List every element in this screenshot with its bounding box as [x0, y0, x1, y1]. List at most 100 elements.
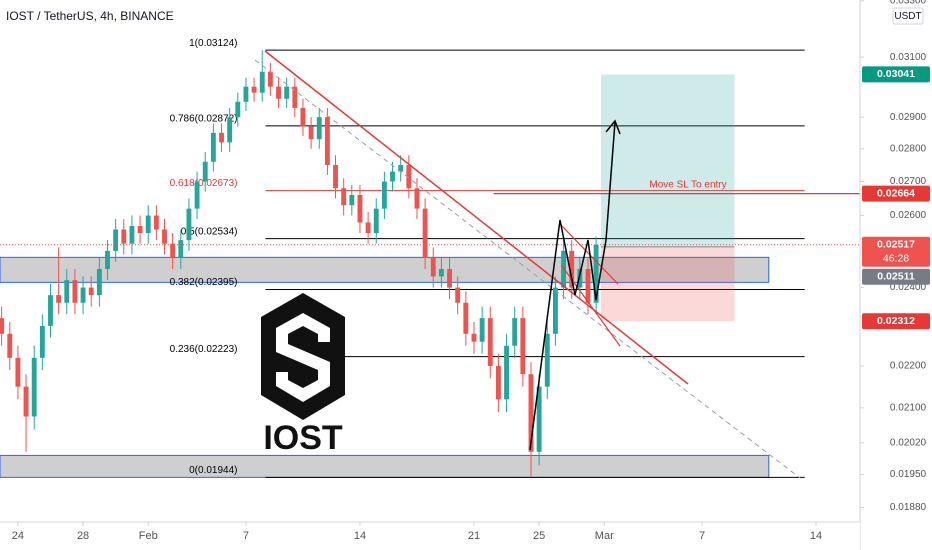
- candle-body: [129, 225, 135, 244]
- candle-body: [593, 244, 599, 303]
- currency: USDT: [894, 11, 921, 22]
- candle-body: [479, 318, 485, 342]
- candle-body: [88, 287, 94, 296]
- candle-body: [333, 165, 338, 189]
- candle-body: [96, 269, 102, 296]
- candle-body: [227, 117, 233, 143]
- support-zone: [0, 454, 770, 478]
- fib-label: 0.5(0.02534): [181, 226, 238, 237]
- candle-body: [137, 225, 143, 234]
- candle-body: [48, 295, 53, 326]
- candle-body: [422, 208, 428, 259]
- arrow-head: [605, 119, 621, 135]
- x-tick-label: Mar: [595, 530, 614, 542]
- candle-body: [512, 318, 518, 346]
- candle-body: [463, 302, 469, 334]
- candle-body: [64, 280, 70, 303]
- candle-body: [316, 117, 322, 140]
- x-tick-label: 14: [810, 530, 822, 542]
- candle-body: [186, 208, 192, 241]
- y-tick-label: 0.02400: [890, 282, 927, 293]
- candle-body: [15, 357, 21, 387]
- stop-zone: [601, 246, 735, 322]
- candle-body: [243, 86, 249, 102]
- candle-body: [349, 194, 355, 206]
- sl-annotation: Move SL To entry: [649, 179, 726, 190]
- candle-body: [520, 318, 526, 375]
- y-tick-label: 0.03300: [890, 0, 927, 6]
- candle-body: [414, 188, 420, 209]
- candle-body: [0, 318, 5, 334]
- x-tick-label: Feb: [139, 530, 158, 542]
- y-tick-label: 0.02900: [890, 112, 927, 123]
- y-tick-label: 0.02020: [890, 437, 927, 448]
- candle-body: [210, 132, 216, 162]
- candle-body: [235, 101, 241, 118]
- candle-body: [7, 333, 13, 358]
- candle-body: [23, 386, 29, 417]
- candle-body: [259, 71, 265, 93]
- y-tick-label: 0.02600: [890, 210, 927, 221]
- position-tool: Move SL To entry: [493, 74, 860, 322]
- y-tick-label: 0.02100: [890, 402, 927, 413]
- candle-body: [471, 333, 477, 342]
- price-tag: [862, 236, 930, 267]
- candle-body: [447, 269, 452, 288]
- candle-body: [324, 117, 330, 166]
- y-tick-label: 0.02800: [890, 143, 927, 154]
- x-tick-label: 14: [354, 530, 366, 542]
- candle-body: [72, 280, 78, 303]
- candle-body: [292, 86, 298, 108]
- candle-body: [561, 250, 567, 288]
- x-tick-label: 24: [12, 530, 24, 542]
- candle-body: [219, 132, 224, 143]
- price-tag: [862, 66, 930, 83]
- candle-body: [569, 250, 575, 288]
- candle-body: [504, 345, 509, 400]
- candle-body: [284, 86, 290, 99]
- price-tag-label: 0.02517: [877, 239, 915, 251]
- time-axis: [0, 522, 860, 550]
- candle-body: [577, 269, 583, 288]
- candle-body: [373, 208, 379, 234]
- candle-body: [39, 325, 45, 358]
- candle-body: [455, 287, 461, 303]
- candle-body: [495, 365, 501, 400]
- price-tag-label: 0.03041: [877, 68, 915, 80]
- price-tag-label: 0.02664: [877, 187, 915, 199]
- x-tick-label: 28: [77, 530, 89, 542]
- candle-body: [552, 287, 558, 334]
- price-tag-label: 0.02511: [877, 271, 915, 283]
- fib-label: 0.236(0.02223): [170, 344, 238, 355]
- axis-labels: 0.033000.031000.029000.028000.027000.026…: [12, 0, 927, 542]
- candle-body: [276, 86, 281, 99]
- candle-body: [31, 357, 37, 417]
- candle-body: [251, 86, 257, 93]
- x-tick-label: 7: [699, 530, 705, 542]
- projection-path: [529, 121, 616, 451]
- y-tick-label: 0.01950: [890, 469, 927, 480]
- trendline-dashed: [254, 59, 801, 479]
- candle-body: [398, 165, 404, 172]
- candle-body: [170, 243, 176, 259]
- candle-body: [113, 229, 119, 251]
- y-tick-label: 0.02200: [890, 361, 927, 372]
- x-tick-label: 7: [243, 530, 249, 542]
- candle-body: [365, 222, 371, 234]
- chart-title: IOST / TetherUS, 4h, BINANCE: [6, 9, 174, 23]
- fib-label: 1(0.03124): [189, 38, 237, 49]
- logo: IOST: [261, 293, 345, 457]
- candles: [0, 50, 860, 478]
- candle-body: [357, 194, 363, 223]
- candle-body: [121, 229, 127, 244]
- candle-body: [528, 374, 534, 452]
- candle-body: [544, 333, 550, 387]
- candle-body: [105, 250, 110, 270]
- fib-label: 0.618(0.02673): [170, 178, 238, 189]
- candle-body: [153, 215, 159, 230]
- candle-body: [56, 295, 62, 303]
- candle-body: [162, 229, 167, 244]
- logo-text: IOST: [263, 419, 343, 457]
- candle-body: [300, 107, 306, 127]
